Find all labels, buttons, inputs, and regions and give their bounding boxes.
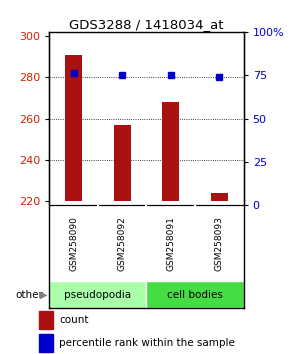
Text: other: other (16, 290, 44, 300)
Bar (39, 311, 53, 329)
Text: count: count (59, 315, 89, 325)
Text: GSM258091: GSM258091 (166, 216, 175, 271)
Bar (162, 102, 179, 201)
Title: GDS3288 / 1418034_at: GDS3288 / 1418034_at (69, 18, 224, 31)
Bar (39, 334, 53, 352)
Bar (49, 281, 146, 308)
Text: pseudopodia: pseudopodia (64, 290, 131, 300)
Text: ▶: ▶ (40, 290, 48, 300)
Text: GSM258092: GSM258092 (118, 216, 127, 271)
Text: cell bodies: cell bodies (167, 290, 223, 300)
Text: GSM258093: GSM258093 (215, 216, 224, 271)
Bar (211, 193, 228, 201)
Bar (146, 281, 244, 308)
Bar (65, 55, 82, 201)
Text: percentile rank within the sample: percentile rank within the sample (59, 338, 235, 348)
Text: GSM258090: GSM258090 (69, 216, 78, 271)
Bar (114, 125, 131, 201)
